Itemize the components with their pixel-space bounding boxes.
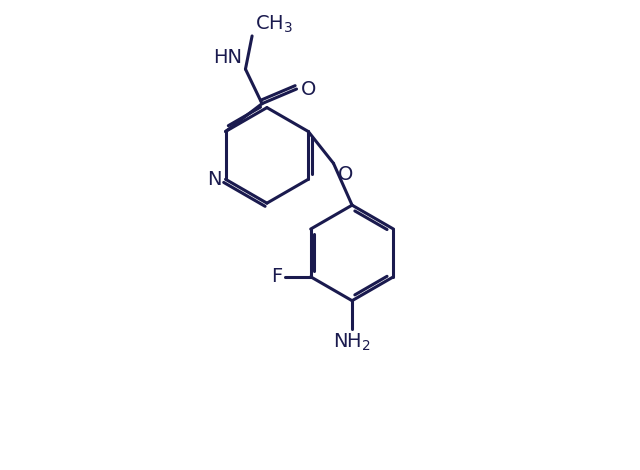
Text: CH$_3$: CH$_3$ (255, 13, 293, 35)
Text: HN: HN (213, 48, 242, 67)
Text: F: F (271, 267, 282, 286)
Text: NH$_2$: NH$_2$ (333, 332, 371, 353)
Text: N: N (207, 170, 221, 189)
Text: O: O (338, 165, 353, 184)
Text: O: O (301, 79, 316, 99)
